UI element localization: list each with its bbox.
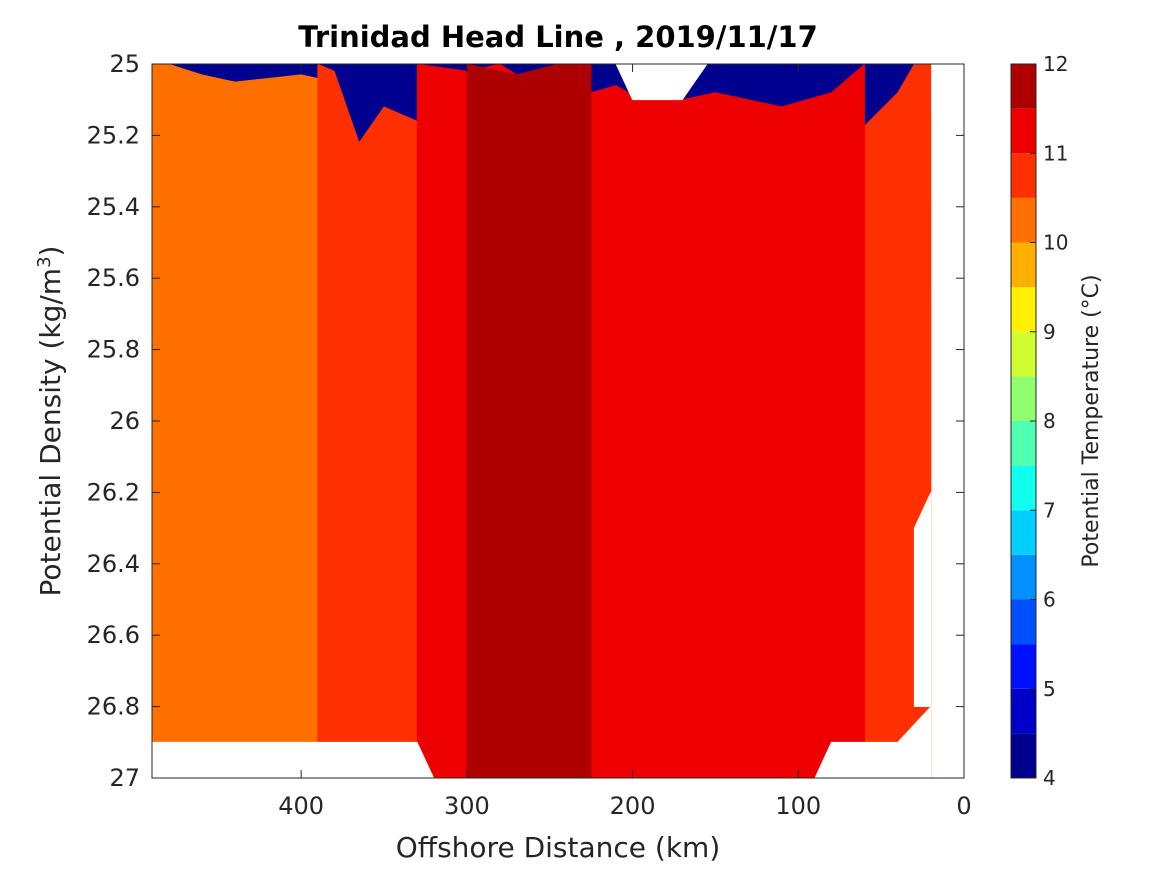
colorbar-label: Potential Temperature (°C) [1079, 274, 1104, 567]
no-data-region-4 [615, 64, 708, 101]
x-tick-label: 100 [775, 792, 821, 820]
colorbar-tick-label: 12 [1043, 52, 1068, 76]
contour-fill-layer [152, 64, 932, 778]
x-axis-label: Offshore Distance (km) [396, 831, 721, 864]
y-tick-label: 26 [109, 407, 140, 435]
y-tick-label: 26.2 [87, 478, 140, 506]
colorbar-segment-6 [1011, 554, 1036, 600]
y-tick-label: 27 [109, 764, 140, 792]
colorbar-segment-8 [1011, 376, 1036, 421]
colorbar-segment-4 [1011, 733, 1036, 778]
y-axis-label: Potential Density (kg/m3) [34, 246, 67, 597]
colorbar-segment-9 [1011, 287, 1036, 332]
x-tick-label: 300 [444, 792, 490, 820]
no-data-region-1 [152, 741, 435, 778]
x-tick-label: 0 [956, 792, 971, 820]
colorbar-segment-8.5 [1011, 331, 1036, 377]
colorbar-segment-10.5 [1011, 153, 1036, 198]
y-tick-label: 25.6 [87, 264, 140, 292]
y-tick-label: 25.8 [87, 336, 140, 364]
colorbar-tick-label: 6 [1043, 588, 1056, 612]
y-axis: 25 25.2 25.4 25.6 25.8 26 26.2 26.4 26.6 26.8 27 [87, 50, 964, 792]
contour-band-11.5-12 [466, 64, 592, 778]
colorbar-segment-4.5 [1011, 688, 1036, 734]
colorbar-segment-7.5 [1011, 421, 1036, 466]
colorbar-tick-label: 5 [1043, 677, 1056, 701]
y-tick-label: 25 [109, 50, 140, 78]
colorbar-tick-label: 4 [1043, 766, 1056, 790]
y-tick-label: 26.8 [87, 693, 140, 721]
colorbar-segment-10 [1011, 197, 1036, 243]
colorbar-segment-11 [1011, 108, 1036, 154]
x-tick-label: 400 [278, 792, 324, 820]
colorbar-segment-5.5 [1011, 599, 1036, 645]
colorbar-tick-label: 8 [1043, 409, 1056, 433]
colorbar-segment-7 [1011, 465, 1036, 511]
y-tick-label: 26.4 [87, 550, 140, 578]
y-axis-label-close: ) [34, 246, 67, 257]
y-axis-label-superscript: 3 [34, 256, 55, 267]
chart-title: Trinidad Head Line , 2019/11/17 [298, 20, 818, 54]
colorbar-segment-11.5 [1011, 64, 1036, 109]
colorbar-tick-label: 7 [1043, 498, 1056, 522]
colorbar-tick-label: 9 [1043, 320, 1056, 344]
colorbar-segment-5 [1011, 644, 1036, 689]
colorbar-segment-9.5 [1011, 242, 1036, 288]
y-tick-label: 25.4 [87, 193, 140, 221]
y-axis-label-text: Potential Density (kg/m [34, 268, 67, 597]
no-data-region-2 [814, 705, 932, 778]
x-axis: 400 300 200 100 0 [278, 64, 972, 820]
colorbar-segment-6.5 [1011, 510, 1036, 555]
y-tick-label: 26.6 [87, 621, 140, 649]
colorbar-tick-label: 10 [1043, 231, 1068, 255]
y-tick-label: 25.2 [87, 121, 140, 149]
no-data-region-3 [913, 492, 932, 707]
colorbar [1011, 64, 1036, 778]
x-tick-label: 200 [610, 792, 656, 820]
colorbar-ticks: 4 5 6 7 8 9 10 11 12 [1030, 52, 1068, 790]
no-data-layer [152, 64, 932, 778]
colorbar-tick-label: 11 [1043, 141, 1068, 165]
